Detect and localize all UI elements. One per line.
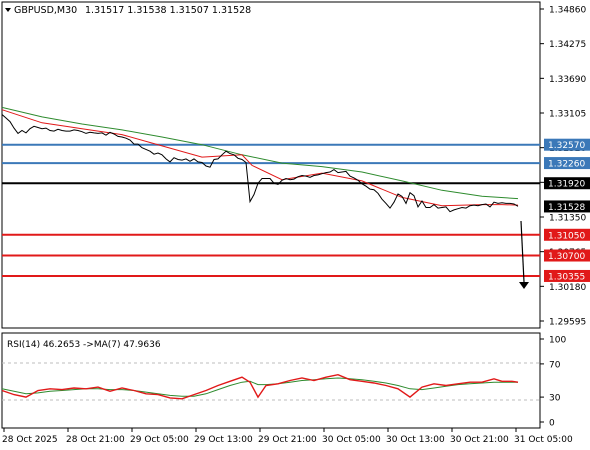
- rsi-tick-label: 70: [549, 360, 561, 370]
- rsi-tick-label: 0: [549, 419, 555, 429]
- time-tick-label: 31 Oct 05:00: [514, 435, 573, 445]
- rsi-panel[interactable]: [1, 332, 541, 429]
- level-tag-label: 1.31920: [548, 180, 585, 190]
- ma-fast-line: [1, 109, 519, 207]
- main-chart-panel[interactable]: [1, 1, 541, 329]
- time-tick-label: 29 Oct 13:00: [194, 435, 253, 445]
- level-tag: [544, 138, 590, 151]
- price-tick-label: 1.34860: [549, 6, 586, 16]
- ohlc-values: 1.31517 1.31538 1.31507 1.31528: [85, 5, 251, 16]
- time-tick-label: 29 Oct 05:00: [130, 435, 189, 445]
- time-tick-label: 30 Oct 13:00: [386, 435, 445, 445]
- price-tick-label: 1.33105: [549, 110, 586, 120]
- level-tag-label: 1.32570: [548, 141, 585, 151]
- collapse-triangle-icon[interactable]: [5, 8, 11, 12]
- level-tag: [544, 249, 590, 262]
- level-tag: [544, 200, 590, 213]
- price-tick-label: 1.33690: [549, 75, 586, 85]
- time-tick-label: 30 Oct 05:00: [322, 435, 381, 445]
- level-tag: [544, 228, 590, 241]
- level-tag-label: 1.30355: [548, 272, 585, 282]
- rsi-tick-label: 30: [549, 394, 561, 404]
- rsi-axis: 100 70 30 0: [540, 336, 566, 429]
- rsi-header: RSI(14) 46.2653 ->MA(7) 47.9636: [7, 340, 161, 350]
- level-tag-label: 1.31050: [548, 231, 585, 241]
- rsi-ma-line: [1, 377, 518, 397]
- price-tick-label: 1.31350: [549, 214, 586, 224]
- ma-slow-line: [1, 106, 519, 200]
- price-series-line: [1, 114, 519, 213]
- symbol-timeframe: GBPUSD,M30: [14, 5, 77, 16]
- time-tick-label: 30 Oct 21:00: [450, 435, 509, 445]
- level-tag-label: 1.31528: [548, 203, 585, 213]
- level-tag: [544, 157, 590, 170]
- level-tag-label: 1.30700: [548, 252, 585, 262]
- price-tick-label: 1.30180: [549, 283, 586, 293]
- time-axis: 28 Oct 2025 28 Oct 21:00 29 Oct 05:00 29 Oc…: [2, 428, 573, 445]
- level-tag: [544, 177, 590, 190]
- levels-layer: 1.32570 1.32260 1.31920 1.31528 1.31050 1.307…: [2, 138, 590, 282]
- rsi-tick-label: 100: [549, 336, 566, 346]
- time-tick-label: 28 Oct 21:00: [66, 435, 125, 445]
- level-tag: [544, 269, 590, 282]
- down-arrow-icon: [519, 220, 529, 289]
- price-tick-label: 1.29595: [549, 318, 586, 328]
- price-tick-label: 1.34275: [549, 40, 586, 50]
- time-tick-label: 28 Oct 2025: [2, 435, 58, 445]
- level-tag-label: 1.32260: [548, 160, 585, 170]
- time-tick-label: 29 Oct 21:00: [258, 435, 317, 445]
- rsi-line: [1, 373, 519, 400]
